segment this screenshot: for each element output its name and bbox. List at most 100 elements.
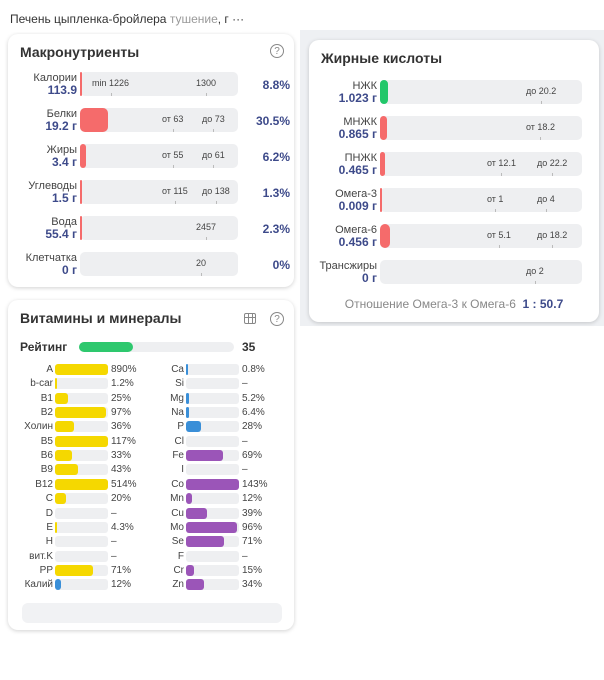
vitamin-bar-fill: [186, 493, 193, 505]
more-icon[interactable]: ···: [232, 12, 245, 26]
vitamin-label: B9: [40, 464, 53, 476]
vitamin-row[interactable]: Na 6.4%: [8, 406, 298, 419]
vitamin-row[interactable]: Cl –: [8, 435, 298, 448]
nutrient-row[interactable]: ПНЖК 0.465 г от 12.1 до 22.2: [309, 152, 599, 178]
nutrient-label: Омега-6 0.456 г: [309, 224, 377, 248]
vitamin-bar-fill: [55, 579, 62, 591]
nutrient-name: МНЖК: [343, 116, 377, 128]
rating-bar: [79, 342, 234, 352]
vitamin-row[interactable]: Калий 12%: [8, 578, 298, 591]
vitamin-bar-fill: [55, 392, 69, 404]
vitamin-row[interactable]: B12 514%: [8, 478, 298, 491]
help-icon[interactable]: ?: [270, 44, 284, 58]
vitamin-row[interactable]: B5 117%: [8, 435, 298, 448]
vitamin-row[interactable]: C 20%: [8, 492, 298, 505]
nutrient-row[interactable]: Омега-3 0.009 г от 1 до 4: [309, 188, 599, 214]
vitamin-row[interactable]: Mn 12%: [8, 492, 298, 505]
vitamin-label: Mg: [170, 392, 184, 404]
nutrient-row[interactable]: Калории 113.9 min 1226 1300 8.8%: [8, 72, 294, 98]
nutrient-row[interactable]: Белки 19.2 г от 63 до 73 30.5%: [8, 108, 294, 134]
nutrient-bar: 20: [80, 252, 238, 276]
norm-marker: от 63: [162, 114, 184, 132]
vitamin-row[interactable]: вит.K –: [8, 550, 298, 563]
vitamin-row[interactable]: I –: [8, 463, 298, 476]
vitamin-row[interactable]: Mg 5.2%: [8, 392, 298, 405]
norm-marker: до 2: [526, 266, 544, 284]
vitamin-bar: [55, 564, 108, 576]
vitamin-bar-fill: [186, 392, 189, 404]
help-icon[interactable]: ?: [270, 312, 284, 326]
norm-marker: до 18.2: [537, 230, 568, 248]
nutrient-row[interactable]: Трансжиры 0 г до 2: [309, 260, 599, 286]
vitamin-row[interactable]: Ca 0.8%: [8, 363, 298, 376]
vitamin-row[interactable]: Cr 15%: [8, 564, 298, 577]
vitamin-label: PP: [39, 564, 53, 576]
food-header[interactable]: Печень цыпленка-бройлера тушение, г ···: [6, 8, 245, 32]
nutrient-value: 0.465 г: [338, 163, 377, 177]
vitamin-row[interactable]: B2 97%: [8, 406, 298, 419]
nutrient-percent: 6.2%: [262, 150, 290, 164]
vitamin-row[interactable]: Fe 69%: [8, 449, 298, 462]
vitamin-row[interactable]: Si –: [8, 377, 298, 390]
nutrient-row[interactable]: Вода 55.4 г 2457 2.3%: [8, 216, 294, 242]
vitamin-row[interactable]: B1 25%: [8, 392, 298, 405]
nutrient-label: Клетчатка 0 г: [8, 252, 77, 276]
vitamin-row[interactable]: E 4.3%: [8, 521, 298, 534]
vitamin-row[interactable]: Холин 36%: [8, 420, 298, 433]
nutrient-row[interactable]: Клетчатка 0 г 20 0%: [8, 252, 294, 278]
vitamin-row[interactable]: Se 71%: [8, 535, 298, 548]
vitamin-row[interactable]: PP 71%: [8, 564, 298, 577]
vitamin-row[interactable]: B9 43%: [8, 463, 298, 476]
nutrient-row[interactable]: НЖК 1.023 г до 20.2: [309, 80, 599, 106]
vitamin-label: B5: [40, 435, 53, 447]
vitamin-row[interactable]: Co 143%: [8, 478, 298, 491]
vitamin-row[interactable]: F –: [8, 550, 298, 563]
vitamin-percent: 15%: [242, 564, 263, 576]
nutrient-percent: 1.3%: [262, 186, 290, 200]
vitamin-percent: 97%: [111, 407, 132, 419]
nutrient-row[interactable]: Омега-6 0.456 г от 5.1 до 18.2: [309, 224, 599, 250]
cooking-method[interactable]: тушение: [169, 12, 218, 26]
nutrient-row[interactable]: МНЖК 0.865 г от 18.2: [309, 116, 599, 142]
vitamin-row[interactable]: Mo 96%: [8, 521, 298, 534]
rating-fill: [79, 342, 134, 352]
vitamin-label: C: [45, 493, 53, 505]
vitamin-bar-fill: [186, 507, 207, 519]
norm-marker: от 5.1: [487, 230, 511, 248]
nutrient-label: Жиры 3.4 г: [8, 144, 77, 168]
vitamin-label: A: [46, 364, 53, 375]
vitamin-row[interactable]: Cu 39%: [8, 507, 298, 520]
vitamin-label: D: [45, 507, 53, 519]
norm-marker: 2457: [196, 222, 217, 240]
vitamin-label: Mo: [170, 521, 184, 533]
vitamin-bar-fill: [55, 421, 75, 433]
vitamin-row[interactable]: H –: [8, 535, 298, 548]
vitamin-label: B12: [35, 478, 53, 490]
nutrient-bar: 2457: [80, 216, 238, 240]
nutrient-row[interactable]: Углеводы 1.5 г от 115 до 138 1.3%: [8, 180, 294, 206]
food-name: Печень цыпленка-бройлера: [10, 12, 167, 26]
nutrient-name: Клетчатка: [25, 252, 77, 264]
nutrient-label: МНЖК 0.865 г: [309, 116, 377, 140]
vitamin-row[interactable]: P 28%: [8, 420, 298, 433]
norm-marker: от 115: [162, 186, 188, 204]
vitamin-label: Cr: [173, 564, 184, 576]
vitamin-percent: 514%: [111, 478, 137, 490]
vitamin-bar: [186, 521, 239, 533]
vitamin-bar: [55, 421, 108, 433]
vitamin-bar: [186, 378, 239, 390]
vitamin-row[interactable]: b-car 1.2%: [8, 377, 298, 390]
nutrient-row[interactable]: Жиры 3.4 г от 55 до 61 6.2%: [8, 144, 294, 170]
nutrient-value: 0.009 г: [338, 199, 377, 213]
vitamin-bar: [55, 478, 108, 490]
table-icon[interactable]: [244, 313, 256, 324]
vitamin-row[interactable]: A 890%: [8, 363, 298, 376]
vitamin-label: b-car: [30, 378, 53, 390]
ratio-value: 1 : 50.7: [522, 297, 564, 311]
vitamin-row[interactable]: Zn 34%: [8, 578, 298, 591]
nutrient-label: Омега-3 0.009 г: [309, 188, 377, 212]
vitamin-row[interactable]: D –: [8, 507, 298, 520]
vitamin-row[interactable]: B6 33%: [8, 449, 298, 462]
fatty-acids-title: Жирные кислоты: [321, 50, 443, 66]
nutrient-name: ПНЖК: [344, 152, 377, 164]
